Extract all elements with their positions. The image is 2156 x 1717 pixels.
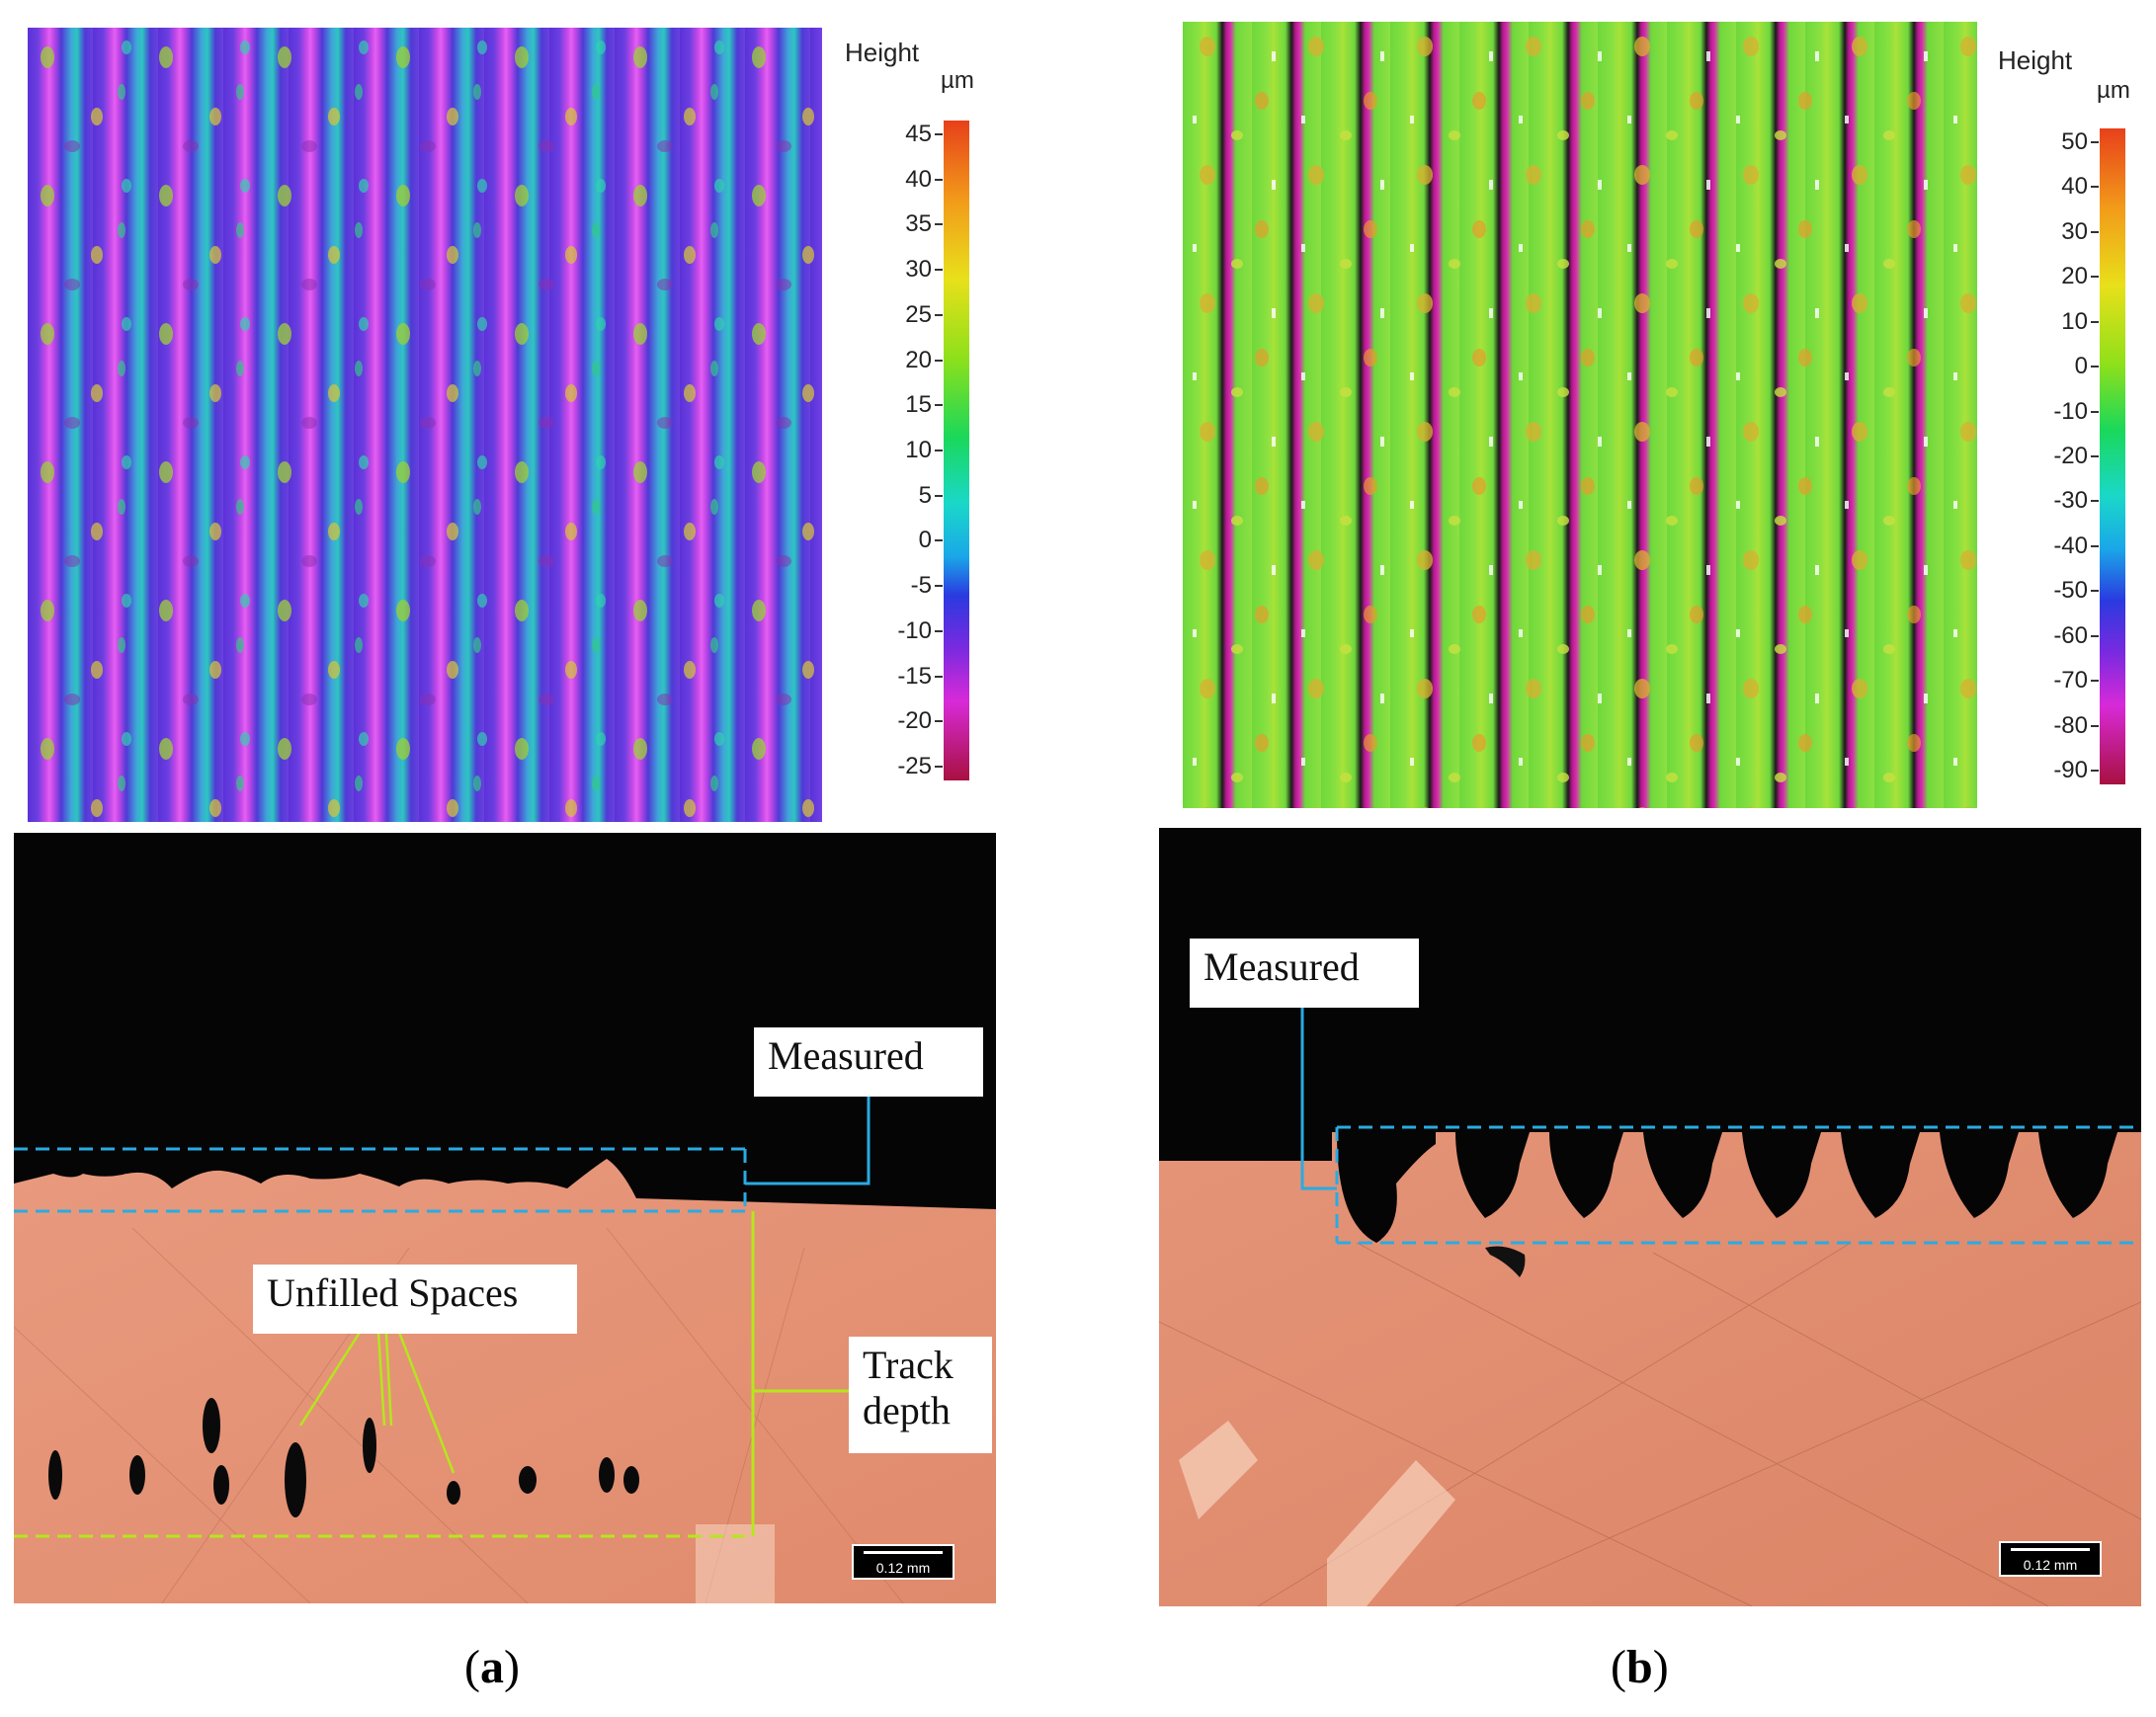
- callout-unfilled-spaces: Unfilled Spaces: [253, 1265, 577, 1334]
- scale-bar-b-line: [2011, 1548, 2090, 1551]
- colorbar-b-tick-label: -80: [2053, 711, 2088, 739]
- colorbar-a-tick-label: -20: [897, 707, 932, 735]
- legend-unit-a: µm: [941, 67, 974, 94]
- colorbar-b-tick-mark: [2091, 230, 2099, 233]
- callout-track-depth-line2: depth: [863, 1388, 951, 1432]
- colorbar-b-tick-mark: [2091, 276, 2099, 279]
- callout-track-depth: Track depth: [849, 1337, 992, 1453]
- colorbar-a-tick-label: -25: [897, 753, 932, 779]
- scale-bar-b: 0.12 mm: [1999, 1541, 2102, 1577]
- colorbar-a-tick-label: 40: [905, 165, 932, 193]
- colorbar-a-tick-mark: [935, 359, 943, 362]
- colorbar-b-tick-mark: [2091, 186, 2099, 189]
- colorbar-a-tick-label: 35: [905, 210, 932, 238]
- colorbar-b-tick-label: -40: [2053, 531, 2088, 559]
- colorbar-a-tick-mark: [935, 269, 943, 272]
- micrograph-a: [14, 833, 996, 1603]
- colorbar-a-tick-label: 0: [918, 527, 932, 554]
- panel-label-a-letter: a: [479, 1641, 504, 1693]
- colorbar-b-tick-label: -60: [2053, 621, 2088, 649]
- colorbar-a-tick-label: 30: [905, 256, 932, 284]
- panel-label-b-letter: b: [1625, 1641, 1653, 1693]
- colorbar-b-tick-label: -10: [2053, 397, 2088, 425]
- colorbar-b-tick-mark: [2091, 366, 2099, 368]
- colorbar-a-tick-mark: [935, 629, 943, 632]
- colorbar-a-tick-label: 45: [905, 121, 932, 147]
- callout-track-depth-line1: Track: [863, 1343, 954, 1387]
- colorbar-b-tick-label: 30: [2061, 217, 2088, 245]
- height-map-b: [1183, 22, 1977, 808]
- colorbar-b-tick-label: 10: [2061, 307, 2088, 335]
- scale-bar-a: 0.12 mm: [852, 1544, 954, 1580]
- colorbar-b-tick-mark: [2091, 634, 2099, 637]
- colorbar-b-tick-mark: [2091, 141, 2099, 143]
- colorbar-a-tick-label: 10: [905, 437, 932, 463]
- colorbar-a-tick-mark: [935, 585, 943, 588]
- panel-label-a-open: (: [464, 1641, 480, 1693]
- colorbar-b-tick-label: 20: [2061, 263, 2088, 290]
- panel-label-b-open: (: [1611, 1641, 1626, 1693]
- colorbar-b-tick-label: -90: [2053, 757, 2088, 783]
- colorbar-a-tick-mark: [935, 539, 943, 542]
- colorbar-b-tick-label: 40: [2061, 173, 2088, 201]
- colorbar-a-tick-mark: [935, 223, 943, 226]
- scale-bar-b-label: 0.12 mm: [2023, 1557, 2078, 1573]
- height-map-a: [28, 28, 822, 822]
- colorbar-a-tick-label: 20: [905, 346, 932, 373]
- colorbar-b-tick-label: -50: [2053, 577, 2088, 605]
- colorbar-b-tick-mark: [2091, 770, 2099, 772]
- colorbar-a-tick-mark: [935, 720, 943, 723]
- legend-title-a: Height: [845, 38, 920, 67]
- colorbar-b-tick-label: -70: [2053, 667, 2088, 695]
- colorbar-a-tick-mark: [935, 450, 943, 451]
- panel-label-b-close: ): [1652, 1641, 1669, 1693]
- colorbar-a-tick-mark: [935, 494, 943, 497]
- colorbar-a-tick-label: -15: [897, 662, 932, 690]
- colorbar-a-tick-label: 15: [905, 391, 932, 419]
- micrograph-b-drawing: [1159, 994, 2141, 1606]
- scale-bar-a-label: 0.12 mm: [875, 1560, 931, 1576]
- scale-bar-a-line: [864, 1551, 943, 1554]
- colorbar-a-tick-label: -5: [910, 572, 932, 600]
- colorbar-b-tick-mark: [2091, 500, 2099, 503]
- legend-unit-b: µm: [2097, 77, 2130, 104]
- colorbar-b-tick-mark: [2091, 724, 2099, 727]
- colorbar-b: [2100, 128, 2125, 784]
- legend-title-b: Height: [1998, 45, 2073, 75]
- colorbar-b-tick-label: 50: [2061, 128, 2088, 155]
- colorbar-b-tick-mark: [2091, 680, 2099, 683]
- height-map-a-texture: [28, 28, 822, 822]
- callout-measured-a: Measured: [754, 1027, 983, 1097]
- colorbar-a-tick-mark: [935, 404, 943, 407]
- colorbar-b-tick-label: 0: [2074, 353, 2088, 380]
- colorbar-b-tick-mark: [2091, 590, 2099, 593]
- colorbar-a-tick-label: 5: [918, 481, 932, 509]
- callout-measured-b: Measured: [1190, 939, 1419, 1008]
- colorbar-b-tick-mark: [2091, 410, 2099, 413]
- colorbar-b-tick-mark: [2091, 320, 2099, 323]
- colorbar-b-tick-mark: [2091, 455, 2099, 457]
- colorbar-a-tick-mark: [935, 133, 943, 135]
- colorbar-b-tick-label: -30: [2053, 487, 2088, 515]
- panel-label-b: (b): [1611, 1640, 1669, 1694]
- colorbar-a-tick-mark: [935, 313, 943, 316]
- colorbar-a: [944, 121, 969, 780]
- panel-label-a-close: ): [503, 1641, 520, 1693]
- colorbar-a-tick-mark: [935, 675, 943, 678]
- micrograph-a-drawing: [14, 1095, 996, 1603]
- colorbar-b-tick-mark: [2091, 544, 2099, 547]
- colorbar-a-tick-label: 25: [905, 300, 932, 328]
- colorbar-a-tick-mark: [935, 178, 943, 181]
- height-map-b-texture: [1183, 22, 1977, 808]
- colorbar-a-tick-mark: [935, 766, 943, 768]
- colorbar-b-tick-label: -20: [2053, 443, 2088, 469]
- colorbar-a-tick-label: -10: [897, 616, 932, 644]
- panel-label-a: (a): [464, 1640, 520, 1694]
